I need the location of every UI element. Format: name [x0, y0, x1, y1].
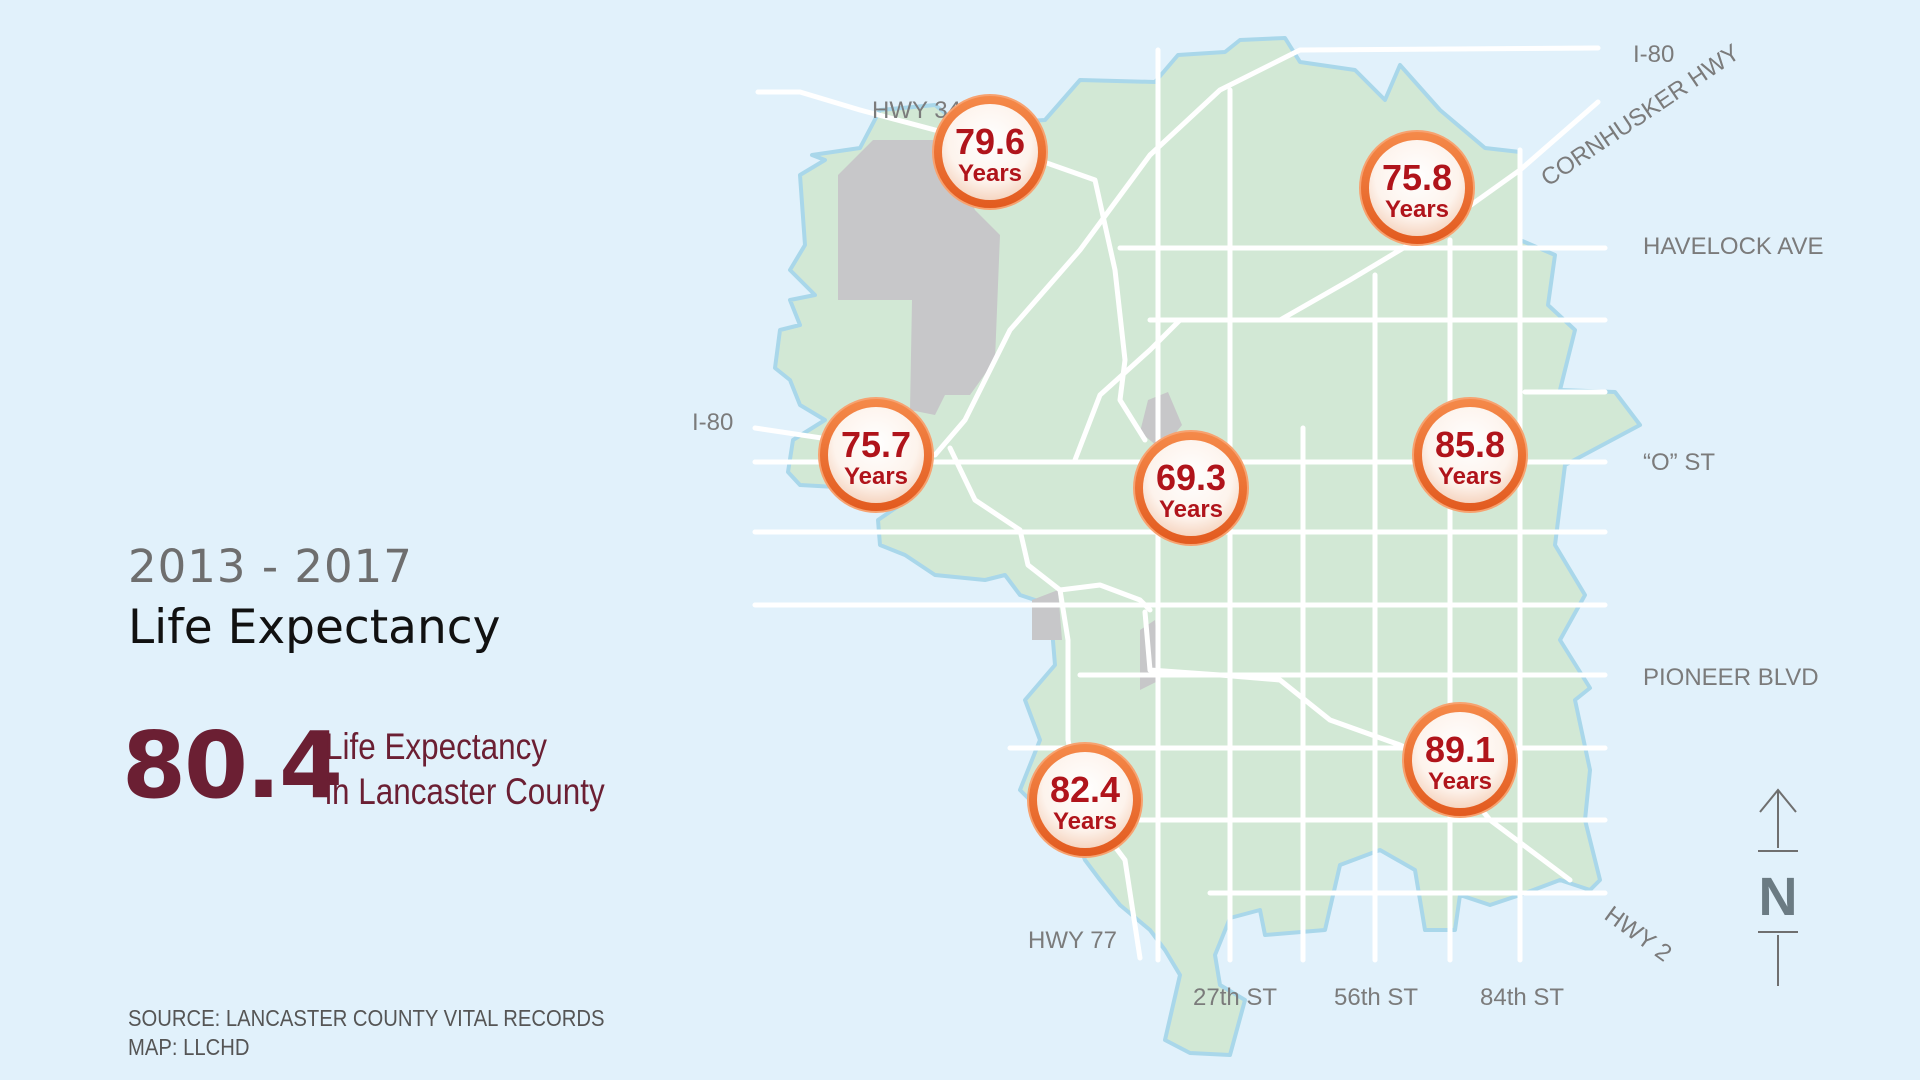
page-title: Life Expectancy [128, 600, 501, 655]
label-hwy77: HWY 77 [1028, 927, 1117, 954]
airport-area [838, 140, 1000, 415]
label-pioneer-blvd: PIONEER BLVD [1643, 664, 1819, 691]
source-line: SOURCE: LANCASTER COUNTY VITAL RECORDS [128, 1005, 605, 1031]
caption-line-1: Life Expectancy [325, 726, 548, 767]
label-i80-top: I-80 [1633, 41, 1674, 68]
badge-value: 69.3 [1156, 457, 1226, 498]
caption-line-2: in Lancaster County [325, 771, 605, 812]
source-credit: SOURCE: LANCASTER COUNTY VITAL RECORDS M… [128, 1004, 604, 1062]
badge-82-4: 82.4 Years [1027, 742, 1143, 858]
label-i80-left: I-80 [692, 409, 733, 436]
date-range-heading: 2013 - 2017 [128, 540, 413, 593]
badge-75-8: 75.8 Years [1359, 130, 1475, 246]
badge-79-6: 79.6 Years [932, 94, 1048, 210]
badge-value: 79.6 [955, 121, 1025, 162]
badge-unit: Years [844, 463, 908, 490]
badge-value: 75.8 [1382, 157, 1452, 198]
badge-85-8: 85.8 Years [1412, 397, 1528, 513]
badge-unit: Years [1438, 463, 1502, 490]
badge-unit: Years [1385, 196, 1449, 223]
county-life-expectancy-caption: Life Expectancy in Lancaster County [325, 724, 605, 814]
label-56th-st: 56th ST [1334, 984, 1418, 1011]
badge-unit: Years [1053, 808, 1117, 835]
badge-unit: Years [1428, 768, 1492, 795]
badge-89-1: 89.1 Years [1402, 702, 1518, 818]
badge-unit: Years [958, 160, 1022, 187]
badge-value: 75.7 [841, 424, 911, 465]
badge-69-3: 69.3 Years [1133, 430, 1249, 546]
county-life-expectancy-value: 80.4 [122, 712, 343, 819]
badge-unit: Years [1159, 496, 1223, 523]
label-27th-st: 27th ST [1193, 984, 1277, 1011]
north-arrow-icon [1758, 788, 1798, 986]
badge-value: 89.1 [1425, 729, 1495, 770]
badge-value: 85.8 [1435, 424, 1505, 465]
badge-75-7: 75.7 Years [818, 397, 934, 513]
badge-value: 82.4 [1050, 769, 1120, 810]
label-havelock-ave: HAVELOCK AVE [1643, 233, 1824, 260]
map-credit-line: MAP: LLCHD [128, 1034, 250, 1060]
label-hwy2: HWY 2 [1599, 901, 1676, 967]
label-o-st: “O” ST [1643, 449, 1715, 476]
label-84th-st: 84th ST [1480, 984, 1564, 1011]
compass-north-label: N [1759, 867, 1798, 927]
